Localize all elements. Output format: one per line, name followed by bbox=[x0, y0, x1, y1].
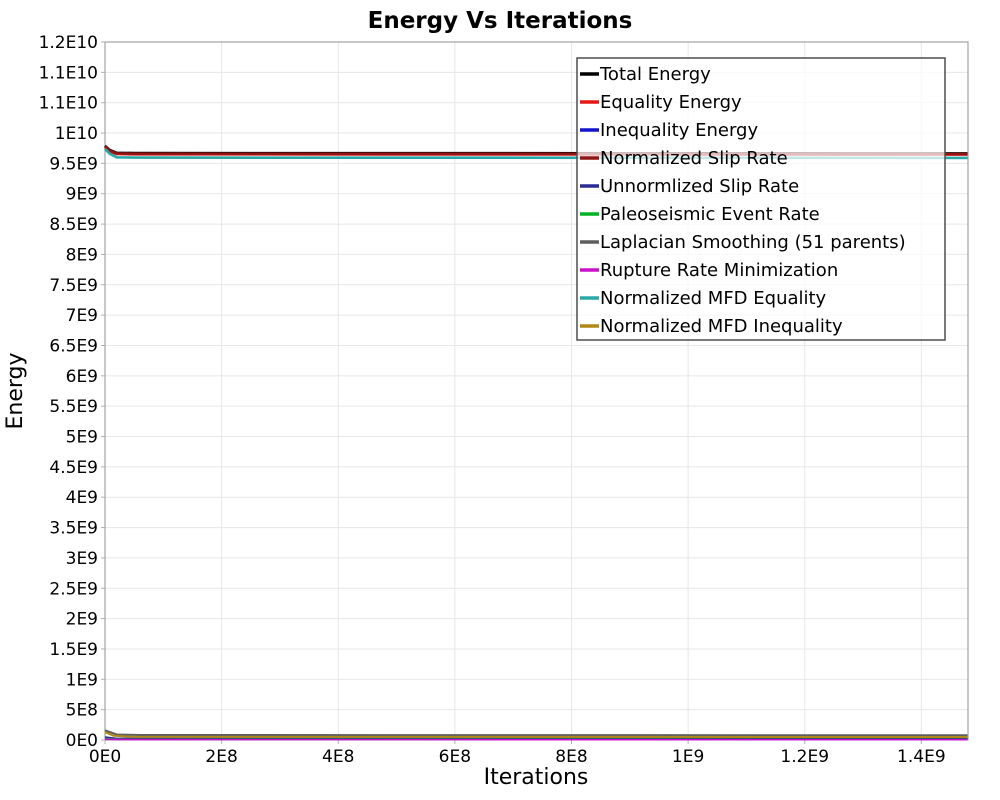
series-line-normalized-mfd-equality bbox=[104, 147, 968, 160]
legend-item-label: Laplacian Smoothing (51 parents) bbox=[600, 232, 906, 253]
legend-item-label: Normalized Slip Rate bbox=[600, 148, 788, 169]
y-tick-label: 5.5E9 bbox=[49, 397, 98, 417]
y-tick-label: 1E9 bbox=[66, 670, 98, 690]
y-tick-label: 8E9 bbox=[66, 245, 98, 265]
y-tick-label: 4.5E9 bbox=[49, 458, 98, 478]
legend-item-label: Unnormlized Slip Rate bbox=[600, 176, 799, 197]
y-tick-label: 1E10 bbox=[55, 124, 98, 144]
y-tick-label: 2.5E9 bbox=[49, 579, 98, 599]
x-tick-label: 1.2E9 bbox=[780, 747, 829, 767]
legend: Total Energy Equality Energy Inequality En… bbox=[576, 57, 946, 341]
legend-item-label: Total Energy bbox=[599, 64, 711, 85]
y-tick-label: 1.1E10 bbox=[39, 63, 98, 83]
y-tick-label: 4E9 bbox=[66, 488, 98, 508]
y-tick-label: 7.5E9 bbox=[49, 276, 98, 296]
y-tick-label: 1.5E9 bbox=[49, 640, 98, 660]
x-tick-label: 0E0 bbox=[89, 747, 121, 767]
series-line-unnormlized-slip-rate bbox=[104, 736, 968, 740]
y-tick-label: 7E9 bbox=[66, 306, 98, 326]
legend-item-label: Rupture Rate Minimization bbox=[600, 260, 838, 281]
y-tick-label: 5E9 bbox=[66, 428, 98, 448]
y-tick-label: 1.1E10 bbox=[39, 94, 98, 114]
y-tick-label: 9E9 bbox=[66, 185, 98, 205]
legend-item-label: Inequality Energy bbox=[600, 120, 758, 141]
x-tick-label: 2E8 bbox=[205, 747, 237, 767]
x-tick-label: 6E8 bbox=[439, 747, 471, 767]
y-tick-label: 6.5E9 bbox=[49, 336, 98, 356]
series-line-normalized-slip-rate bbox=[104, 145, 968, 156]
x-tick-label: 1E9 bbox=[672, 747, 704, 767]
y-axis-title: Energy bbox=[3, 352, 28, 429]
y-tick-label: 0E0 bbox=[66, 731, 98, 751]
y-tick-label: 3.5E9 bbox=[49, 519, 98, 539]
series-layer bbox=[104, 144, 968, 741]
legend-item-label: Equality Energy bbox=[600, 92, 742, 113]
gridlines-layer bbox=[105, 42, 968, 740]
y-tick-label: 2E9 bbox=[66, 610, 98, 630]
x-tick-label: 8E8 bbox=[555, 747, 587, 767]
y-tick-label: 6E9 bbox=[66, 367, 98, 387]
y-tick-label: 1.2E10 bbox=[39, 33, 98, 53]
x-tick-label: 4E8 bbox=[322, 747, 354, 767]
x-tick-label: 1.4E9 bbox=[897, 747, 946, 767]
legend-box bbox=[576, 57, 946, 341]
y-tick-label: 9.5E9 bbox=[49, 154, 98, 174]
legend-item-label: Paleoseismic Event Rate bbox=[600, 204, 820, 225]
chart-title: Energy Vs Iterations bbox=[368, 8, 633, 34]
y-tick-label: 8.5E9 bbox=[49, 215, 98, 235]
series-line-laplacian-smoothing-51-parents- bbox=[104, 729, 968, 737]
y-tick-label: 3E9 bbox=[66, 549, 98, 569]
legend-item-label: Normalized MFD Equality bbox=[600, 288, 827, 309]
series-line-normalized-mfd-inequality bbox=[104, 731, 968, 738]
y-tick-label: 5E8 bbox=[66, 701, 98, 721]
legend-item-label: Normalized MFD Inequality bbox=[600, 316, 843, 337]
x-axis-title: Iterations bbox=[484, 765, 589, 790]
tick-layer: 1.2E10 1.1E10 1.1E10 1E10 9.5E9 9E9 8.5E9 8E9 7.… bbox=[39, 33, 946, 767]
